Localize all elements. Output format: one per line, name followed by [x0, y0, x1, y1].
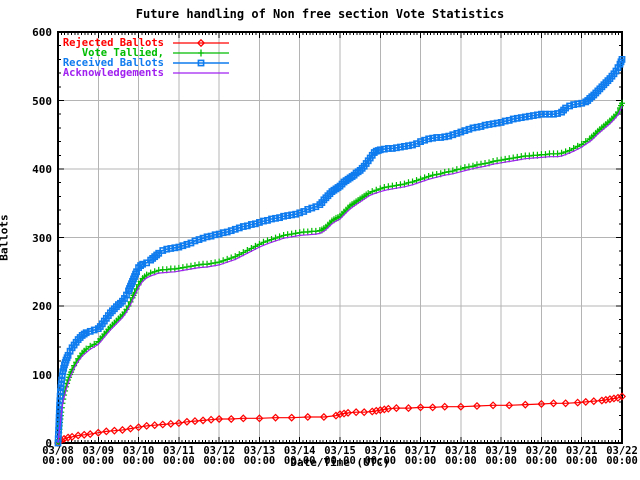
- x-tick-label-03-18: 03/18 00:00: [445, 445, 477, 467]
- legend-line-sample-diamond: [172, 38, 230, 48]
- x-tick-label-03-19: 03/19 00:00: [485, 445, 517, 467]
- y-tick-label-100: 100: [32, 368, 52, 382]
- x-tick-label-03-09: 03/09 00:00: [82, 445, 115, 467]
- x-tick-label-03-22: 03/22 00:00: [606, 445, 638, 467]
- legend-row-received-ballots: Received Ballots: [62, 58, 230, 68]
- x-tick-label-03-21: 03/21 00:00: [565, 445, 598, 467]
- legend: Rejected Ballots Vote Tallied, Received …: [62, 38, 230, 78]
- y-tick-label-0: 0: [45, 437, 52, 450]
- x-tick-label-03-14: 03/14 00:00: [283, 445, 316, 467]
- legend-row-vote-tallied: Vote Tallied,: [62, 48, 230, 58]
- x-tick-label-03-08: 03/08 00:00: [42, 445, 74, 467]
- markers-received-ballots: [54, 55, 626, 447]
- gridlines: [58, 32, 622, 443]
- legend-label-received-ballots: Received Ballots: [62, 57, 164, 69]
- legend-label-acknowledgements: Acknowledgements: [62, 67, 164, 79]
- chart-title: Future handling of Non free section Vote…: [135, 7, 505, 21]
- y-tick-label-400: 400: [32, 163, 52, 176]
- series-acknowledgements: [57, 105, 623, 444]
- legend-line-sample-plus: [172, 48, 230, 58]
- x-tick-label-03-15: 03/15 00:00: [324, 445, 356, 467]
- markers-rejected-ballots: [53, 392, 627, 448]
- x-axis-label: Date/Time (UTC): [290, 456, 390, 469]
- x-tick-label-03-12: 03/12 00:00: [203, 445, 235, 467]
- y-tick-label-600: 600: [32, 26, 52, 39]
- y-tick-label-500: 500: [32, 94, 52, 108]
- series-rejected-ballots: [53, 392, 627, 448]
- x-tick-label-03-20: 03/20 00:00: [525, 445, 558, 467]
- x-tick-label-03-10: 03/10 00:00: [122, 445, 155, 467]
- legend-row-rejected-ballots: Rejected Ballots: [62, 38, 230, 48]
- legend-label-vote-tallied: Vote Tallied,: [81, 47, 164, 59]
- legend-label-rejected-ballots: Rejected Ballots: [62, 37, 164, 49]
- x-tick-label-03-17: 03/17 00:00: [404, 445, 437, 467]
- legend-row-acknowledgements: Acknowledgements: [62, 68, 230, 78]
- x-tick-label-03-16: 03/16 00:00: [364, 445, 397, 467]
- axis-ticks: [57, 31, 623, 444]
- y-tick-label-200: 200: [32, 300, 52, 313]
- series-received-ballots: [54, 55, 626, 447]
- x-tick-label-03-11: 03/11 00:00: [163, 445, 195, 467]
- x-tick-label-03-13: 03/13 00:00: [243, 445, 276, 467]
- legend-line-sample-square: [172, 58, 230, 68]
- y-tick-label-300: 300: [32, 231, 52, 245]
- legend-line-sample-plain: [172, 68, 230, 78]
